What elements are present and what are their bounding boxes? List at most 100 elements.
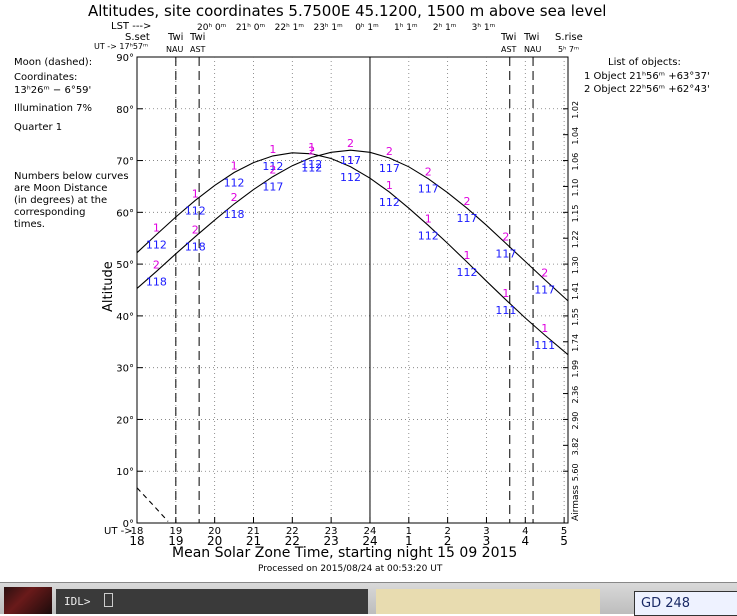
x-tick-label-top: 19 [169, 526, 182, 537]
moon-note-line-1: Numbers below curves [14, 171, 129, 182]
x-tick-label-bottom: 23 [324, 534, 339, 548]
object-marker-label: 2 [425, 166, 432, 179]
idl-prompt: IDL> [64, 595, 91, 608]
airmass-tick-label: 2.90 [571, 412, 580, 430]
moon-distance-label: 117 [534, 284, 555, 297]
gd248-window[interactable]: GD 248 [634, 591, 737, 616]
ut-prefix-label: UT -> [104, 526, 133, 537]
moon-coordinates-value: 13ʰ26ᵐ − 6°59' [14, 85, 92, 96]
airmass-tick-label: 1.10 [571, 179, 580, 197]
x-tick-label-top: 24 [364, 526, 377, 537]
lst-tick-label: 22ʰ 1ᵐ [275, 23, 305, 33]
sunrise-time: 5ʰ 7ᵐ [558, 45, 579, 54]
object-marker-label: 1 [308, 141, 315, 154]
idl-terminal[interactable]: IDL> [56, 589, 368, 614]
gd248-label: GD 248 [641, 596, 691, 611]
moon-distance-label: 117 [418, 183, 439, 196]
airmass-tick-label: 1.22 [571, 230, 580, 248]
object-marker-label: 2 [541, 267, 548, 280]
moon-distance-label: 118 [185, 241, 206, 254]
twilight-nautical-left-sub: NAU [166, 45, 184, 54]
lst-tick-label: 3ʰ 1ᵐ [472, 23, 496, 33]
twilight-nautical-left-label: Twi [168, 32, 184, 43]
airmass-tick-label: 1.74 [571, 334, 580, 352]
object-marker-label: 1 [192, 187, 199, 200]
moon-curve [136, 487, 169, 522]
x-tick-label-bottom: 2 [444, 534, 452, 548]
moon-coordinates-label: Coordinates: [14, 72, 78, 83]
object-marker-label: 2 [347, 137, 354, 150]
x-tick-label-top: 23 [325, 526, 338, 537]
object-marker-label: 2 [386, 145, 393, 158]
moon-label: Moon (dashed): [14, 57, 93, 68]
y-tick-label: 80° [116, 105, 134, 116]
airmass-tick-label: 1.06 [571, 153, 580, 171]
object-marker-label: 2 [192, 224, 199, 237]
y-tick-label: 30° [116, 364, 134, 375]
moon-note-line-4: corresponding [14, 207, 86, 218]
x-tick-label-top: 21 [247, 526, 260, 537]
object-marker-label: 1 [386, 179, 393, 192]
object-marker-label: 1 [347, 154, 354, 167]
x-tick-label-bottom: 20 [207, 534, 222, 548]
x-tick-label-top: 22 [286, 526, 299, 537]
lst-tick-label: 20ʰ 0ᵐ [197, 23, 227, 33]
x-tick-label-top: 3 [483, 526, 489, 537]
moon-distance-label: 117 [379, 162, 400, 175]
twilight-nautical-right-sub: NAU [524, 45, 542, 54]
x-tick-label-bottom: 19 [168, 534, 183, 548]
airmass-tick-label: 1.30 [571, 256, 580, 274]
x-tick-label-top: 20 [208, 526, 221, 537]
x-tick-label-bottom: 21 [246, 534, 261, 548]
lst-tick-label: 2ʰ 1ᵐ [433, 23, 457, 33]
x-axis-label: Mean Solar Zone Time, starting night 15 … [172, 545, 518, 561]
object-marker-label: 1 [231, 159, 238, 172]
twilight-astro-left-label: Twi [190, 32, 206, 43]
moon-distance-label: 111 [534, 339, 555, 352]
object-marker-label: 2 [269, 164, 276, 177]
taskbar-window[interactable] [376, 589, 600, 614]
object-marker-label: 1 [425, 212, 432, 225]
taskbar: IDL> GD 248 [0, 582, 737, 616]
airmass-tick-label: 3.82 [571, 438, 580, 456]
object-marker-label: 2 [153, 258, 160, 271]
x-tick-label-top: 18 [131, 526, 144, 537]
sunset-label: S.set [125, 32, 150, 43]
y-tick-label: 0° [123, 519, 134, 530]
moon-distance-label: 112 [301, 158, 322, 171]
object-2-entry: 2 Object 22ʰ56ᵐ +62°43' [584, 84, 710, 95]
moon-distance-label: 117 [262, 181, 283, 194]
x-tick-label-bottom: 22 [285, 534, 300, 548]
moon-note-line-3: (in degrees) at the [14, 195, 108, 206]
object-marker-label: 1 [502, 287, 509, 300]
moon-note-line-5: times. [14, 219, 45, 230]
airmass-axis-label: Airmass [571, 485, 581, 521]
airmass-tick-label: 5.60 [571, 463, 580, 481]
x-tick-label-bottom: 4 [521, 534, 529, 548]
app-icon[interactable] [4, 587, 52, 614]
moon-distance-label: 117 [495, 247, 516, 260]
text-cursor [104, 593, 113, 607]
x-tick-label-top: 2 [444, 526, 450, 537]
chart-title: Altitudes, site coordinates 5.7500E 45.1… [88, 2, 607, 20]
airmass-tick-label: 1.02 [571, 101, 580, 119]
object-marker-label: 2 [502, 230, 509, 243]
moon-distance-label: 112 [224, 176, 245, 189]
moon-distance-label: 112 [457, 266, 478, 279]
airmass-tick-label: 1.55 [571, 308, 580, 326]
object-marker-label: 1 [269, 143, 276, 156]
moon-distance-label: 112 [262, 160, 283, 173]
moon-distance-label: 112 [301, 161, 322, 174]
moon-distance-label: 112 [379, 196, 400, 209]
object-marker-label: 1 [464, 249, 471, 262]
moon-distance-label: 118 [224, 208, 245, 221]
moon-distance-label: 112 [340, 171, 361, 184]
y-tick-label: 40° [116, 312, 134, 323]
object-2-curve [136, 149, 569, 302]
object-marker-label: 1 [153, 222, 160, 235]
processed-note: Processed on 2015/08/24 at 00:53:20 UT [258, 564, 443, 574]
altitude-plot: 0° 10° 20° 30° 40° 50° 60° 70° 80° 90° Altitude 18 1… [14, 2, 710, 574]
airmass-tick-label: 2.36 [571, 386, 580, 404]
airmass-tick-label: 1.99 [571, 360, 580, 378]
